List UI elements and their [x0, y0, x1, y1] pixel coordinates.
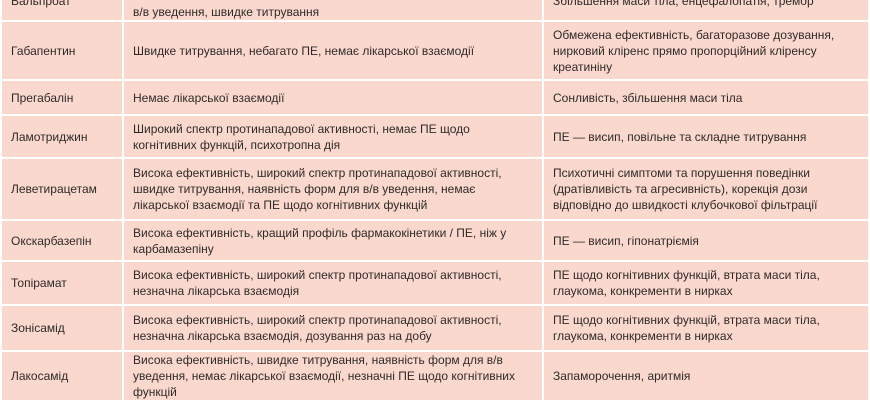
table-row: Прегабалін Немає лікарської взаємодії Сонл… — [0, 79, 870, 116]
table-row: Зонісамід Висока ефективність, широкий сп… — [0, 304, 870, 352]
drug-name-cell: Топірамат — [0, 260, 124, 306]
advantages-cell: Висока ефективність, широкий спектр прот… — [122, 304, 544, 352]
advantages-cell: в/в уведення, швидке титрування — [122, 0, 544, 22]
drug-name-cell: Лакосамід — [0, 350, 124, 402]
disadvantages-cell: Сонливість, збільшення маси тіла — [542, 79, 870, 116]
drug-name-cell: Ламотриджин — [0, 114, 124, 159]
drug-name-cell: Габапентин — [0, 20, 124, 81]
drug-name-cell: Окскарбазепін — [0, 219, 124, 262]
disadvantages-cell: Обмежена ефективність, багаторазове дозу… — [542, 20, 870, 81]
disadvantages-cell: ПЕ — висип, гіпонатріємія — [542, 219, 870, 262]
advantages-cell: Висока ефективність, швидке титрування, … — [122, 350, 544, 402]
advantages-cell: Немає лікарської взаємодії — [122, 79, 544, 116]
disadvantages-cell: ПЕ щодо когнітивних функцій, втрата маси… — [542, 260, 870, 306]
drug-name-cell: Прегабалін — [0, 79, 124, 116]
drug-name-cell: Вальпроат — [0, 0, 124, 22]
disadvantages-cell: ПЕ — висип, повільне та складне титруван… — [542, 114, 870, 159]
table-row: Вальпроат в/в уведення, швидке титрування… — [0, 0, 870, 22]
table-row: Габапентин Швидке титрування, небагато ПЕ… — [0, 20, 870, 81]
drug-name-cell: Зонісамід — [0, 304, 124, 352]
advantages-cell: Широкий спектр протинападової активності… — [122, 114, 544, 159]
disadvantages-cell: Збільшення маси тіла, енцефалопатія, тре… — [542, 0, 870, 22]
table-row: Ламотриджин Широкий спектр протинападової… — [0, 114, 870, 159]
advantages-cell: Висока ефективність, широкий спектр прот… — [122, 260, 544, 306]
disadvantages-cell: Запаморочення, аритмія — [542, 350, 870, 402]
table-row: Леветирацетам Висока ефективність, широки… — [0, 157, 870, 221]
advantages-cell: Висока ефективність, широкий спектр прот… — [122, 157, 544, 221]
advantages-cell: Швидке титрування, небагато ПЕ, немає лі… — [122, 20, 544, 81]
table-row: Окскарбазепін Висока ефективність, кращий… — [0, 219, 870, 262]
table-row: Топірамат Висока ефективність, широкий сп… — [0, 260, 870, 306]
table-row: Лакосамід Висока ефективність, швидке тит… — [0, 350, 870, 402]
advantages-cell: Висока ефективність, кращий профіль фарм… — [122, 219, 544, 262]
disadvantages-cell: Психотичні симптоми та порушення поведін… — [542, 157, 870, 221]
drug-name-cell: Леветирацетам — [0, 157, 124, 221]
disadvantages-cell: ПЕ щодо когнітивних функцій, втрата маси… — [542, 304, 870, 352]
